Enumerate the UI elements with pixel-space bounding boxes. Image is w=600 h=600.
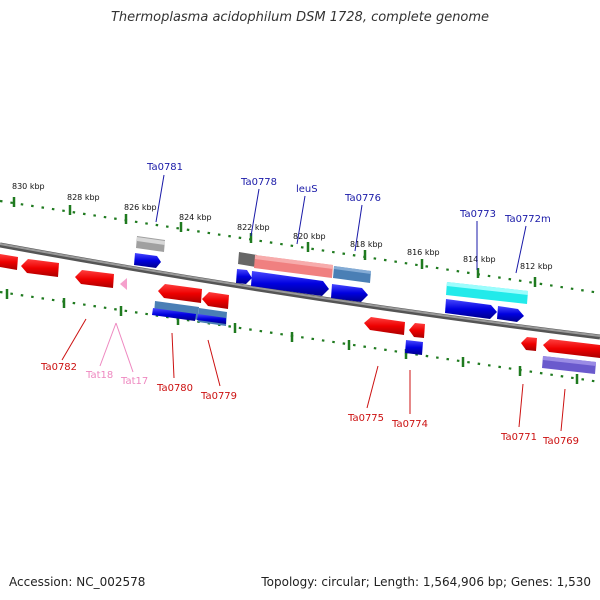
gene-label-ta0775[interactable]: Ta0775 — [347, 413, 384, 424]
trna-label-connectors — [99, 322, 134, 373]
gene-arrow-ta0772m[interactable] — [497, 306, 524, 322]
tick-label-830: 830 kbp — [12, 182, 45, 191]
gene-label-ta0776[interactable]: Ta0776 — [344, 193, 381, 204]
trna-tat18[interactable] — [120, 278, 127, 290]
gene-label-ta0780[interactable]: Ta0780 — [156, 383, 193, 394]
topology-footer: Topology: circular; Length: 1,564,906 bp… — [261, 575, 591, 589]
gene-arrow-ta0779[interactable] — [202, 292, 229, 309]
gene-label-leus[interactable]: leuS — [296, 184, 318, 195]
gene-arrow-leus[interactable] — [251, 271, 329, 296]
gene-arrow-ta0774[interactable] — [405, 340, 423, 355]
gene-arrow-ta0775[interactable] — [364, 317, 405, 335]
accession-footer: Accession: NC_002578 — [9, 575, 146, 589]
gene-label-ta0773[interactable]: Ta0773 — [459, 209, 496, 220]
gene-arrow-ta0778[interactable] — [236, 269, 252, 284]
gene-arrow-ta0782[interactable] — [75, 270, 114, 288]
gene-arrow-ta0769[interactable] — [543, 339, 600, 358]
gene-label-tat18[interactable]: Tat18 — [85, 370, 113, 381]
gene-label-ta0771[interactable]: Ta0771 — [500, 432, 537, 443]
tick-label-812: 812 kbp — [520, 262, 553, 271]
gene-label-ta0782[interactable]: Ta0782 — [40, 362, 77, 373]
gene-arrow-ta0776[interactable] — [331, 284, 368, 302]
genome-title: Thermoplasma acidophilum DSM 1728, compl… — [110, 10, 490, 25]
gene-arrow-ta0775-b[interactable] — [409, 323, 425, 338]
tick-label-824: 824 kbp — [179, 213, 212, 222]
scale-tick-labels: 830 kbp 828 kbp 826 kbp 824 kbp 822 kbp … — [12, 182, 553, 271]
tick-label-822: 822 kbp — [237, 223, 270, 232]
tick-label-820: 820 kbp — [293, 232, 326, 241]
gene-label-ta0781[interactable]: Ta0781 — [146, 162, 183, 173]
gene-label-ta0772m[interactable]: Ta0772m — [504, 214, 551, 225]
lower-strand-genes — [0, 254, 600, 374]
lower-gene-labels: Ta0782 Tat18 Tat17 Ta0780 Ta0779 Ta0775 … — [40, 362, 579, 447]
tick-label-826: 826 kbp — [124, 203, 157, 212]
upper-label-connectors — [155, 174, 527, 274]
gene-label-ta0774[interactable]: Ta0774 — [391, 419, 428, 430]
gene-arrow-left-edge[interactable] — [0, 254, 18, 270]
upper-scale-track — [0, 197, 600, 295]
genome-backbone — [0, 242, 600, 340]
gene-arrow-ta0773[interactable] — [445, 299, 497, 319]
gene-arrow-ta0781[interactable] — [134, 253, 161, 268]
gene-label-ta0769[interactable]: Ta0769 — [542, 436, 579, 447]
gene-arrow-ta0771[interactable] — [521, 337, 537, 351]
gene-arrow-ta0780[interactable] — [158, 284, 202, 303]
gene-arrow-ta0782-a[interactable] — [21, 259, 59, 277]
upper-strand-features — [136, 236, 528, 304]
lower-label-connectors — [61, 318, 566, 432]
gene-label-ta0778[interactable]: Ta0778 — [240, 177, 277, 188]
upper-strand-genes — [134, 253, 524, 322]
upper-gene-labels: Ta0781 Ta0778 leuS Ta0776 Ta0773 Ta0772m — [146, 162, 551, 225]
gene-label-tat17[interactable]: Tat17 — [120, 376, 148, 387]
feature-block-darkgray[interactable] — [238, 252, 257, 267]
tick-label-828: 828 kbp — [67, 193, 100, 202]
tick-label-816: 816 kbp — [407, 248, 440, 257]
tick-label-814: 814 kbp — [463, 255, 496, 264]
tick-label-818: 818 kbp — [350, 240, 383, 249]
gene-label-ta0779[interactable]: Ta0779 — [200, 391, 237, 402]
